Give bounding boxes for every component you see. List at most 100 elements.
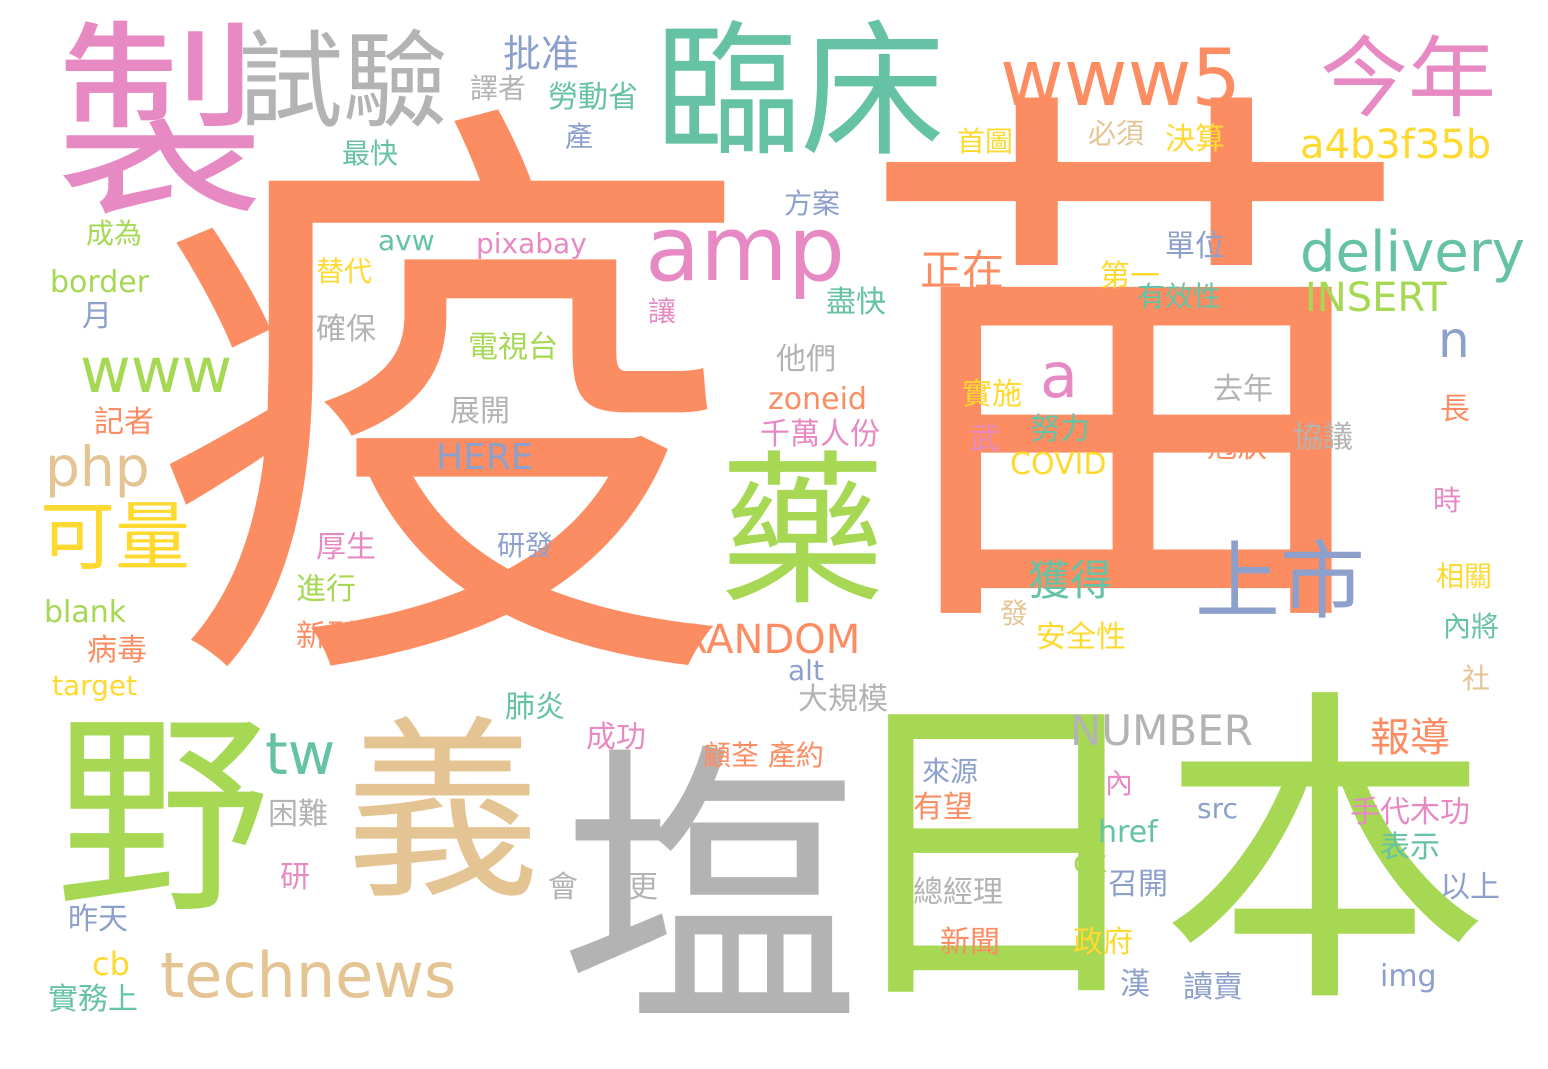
word-houdou: 報導 (1370, 718, 1450, 758)
word-hissu: 必須 (1088, 120, 1144, 148)
word-doryoku: 努力 (1030, 415, 1090, 445)
word-target: target (52, 672, 137, 700)
word-avw: avw (378, 227, 435, 255)
word-yaku: 藥 (720, 450, 885, 615)
word-kakutoku: 獲得 (1028, 560, 1112, 602)
word-covid: COVID (1010, 450, 1107, 480)
word-shiken: 試驗 (238, 30, 448, 135)
word-number: NUMBER (1070, 710, 1253, 752)
word-cb: cb (92, 948, 130, 980)
word-a: a (1040, 345, 1078, 407)
word-jou: 讓 (648, 298, 676, 326)
word-ken: 研 (280, 863, 310, 893)
word-yomiuri: 讀賣 (1183, 973, 1243, 1003)
word-byoudoku: 病毒 (87, 636, 147, 666)
word-seizai: 正在 (920, 250, 1004, 292)
word-bu: 武 (970, 425, 1000, 455)
word-chou: 長 (1440, 395, 1470, 425)
word-kan: 漢 (1120, 970, 1150, 1000)
word-ck: ck (1073, 848, 1107, 878)
word-tenkai: 展開 (450, 397, 510, 427)
word-kyonen: 去年 (1213, 375, 1273, 405)
word-saisoku: 最快 (342, 140, 398, 168)
word-jinsoku: 盡快 (826, 288, 886, 318)
word-href: href (1098, 818, 1158, 848)
word-delivery: delivery (1300, 225, 1525, 281)
word-toki: 時 (1433, 487, 1461, 515)
word-kenkyuuhatsu: 研發 (497, 532, 553, 560)
word-shinbun: 新聞 (940, 928, 1000, 958)
word-php: php (45, 440, 150, 495)
word-jitsumujou: 實務上 (48, 985, 138, 1015)
word-seikou: 成功 (586, 723, 646, 753)
word-shoukai: 召開 (1108, 870, 1168, 900)
word-alt: alt (788, 657, 824, 685)
word-yakusha: 譯者 (470, 75, 526, 103)
word-tw: tw (265, 725, 335, 783)
word-konnan: 困難 (268, 800, 328, 830)
word-anzensei: 安全性 (1036, 623, 1126, 653)
word-jisshi: 實施 (962, 380, 1022, 410)
word-kyougi: 協議 (1293, 423, 1353, 453)
word-src: src (1197, 795, 1238, 823)
word-haien: 肺炎 (505, 693, 565, 723)
word-gi: 義 (345, 715, 540, 910)
word-sara: 更 (628, 873, 658, 903)
word-daitai: 替代 (316, 258, 372, 286)
word-a4b3f35b: a4b3f35b (1300, 125, 1491, 165)
word-raigen: 來源 (922, 758, 978, 786)
word-naishou: 內將 (1443, 613, 1499, 641)
word-kisha: 記者 (94, 408, 154, 438)
word-roudoushou: 勞動省 (548, 83, 638, 113)
word-img: img (1380, 962, 1437, 992)
word-www5: www5 (1000, 40, 1241, 118)
word-blank: blank (44, 598, 126, 628)
word-kousei: 厚生 (316, 533, 376, 563)
word-daikibo: 大規模 (798, 685, 888, 715)
word-border: border (50, 268, 149, 298)
word-nai: 內 (1105, 770, 1133, 798)
word-insert: INSERT (1305, 278, 1447, 318)
word-random: RANDOM (680, 620, 860, 660)
word-zoneid: zoneid (768, 385, 867, 415)
word-yuukousei: 有效性 (1137, 283, 1221, 311)
word-karera: 他們 (776, 345, 836, 375)
word-shinkou: 進行 (296, 575, 356, 605)
word-seifu: 政府 (1073, 928, 1133, 958)
word-kakuho: 確保 (316, 315, 376, 345)
word-soukan: 相關 (1436, 563, 1492, 591)
word-www: www (80, 340, 232, 402)
word-karyou: 可量 (40, 500, 190, 575)
word-kai: 會 (548, 873, 578, 903)
word-n: n (1438, 315, 1470, 365)
word-kosan: 顧荃 產約 (703, 742, 824, 770)
word-senmanninbun: 千萬人份 (760, 420, 880, 450)
word-no: 野 (55, 710, 270, 925)
word-teshirogi: 手代木功 (1350, 798, 1470, 828)
word-tsuki: 月 (82, 302, 112, 332)
word-pixabay: pixabay (476, 230, 587, 258)
word-kanjou: 冠狀 (1207, 433, 1267, 463)
word-sei: 製 (55, 20, 265, 230)
word-shio: 塩 (560, 745, 860, 1045)
word-shuzu: 首圖 (957, 128, 1013, 156)
word-sha: 社 (1462, 665, 1490, 693)
word-hatsu: 發 (1000, 600, 1028, 628)
word-kinou: 昨天 (68, 905, 128, 935)
word-shounin: 批准 (503, 35, 579, 73)
word-technews: technews (160, 945, 456, 1007)
word-tani: 單位 (1165, 232, 1225, 262)
word-kessan: 決算 (1165, 125, 1225, 155)
word-denshidai: 電視台 (468, 333, 558, 363)
word-kotoshi: 今年 (1320, 35, 1496, 123)
word-san: 產 (565, 123, 593, 151)
word-ijou: 以上 (1440, 873, 1500, 903)
word-rinsho: 臨床 (655, 20, 945, 165)
word-houan: 方案 (784, 190, 840, 218)
word-here: HERE (436, 440, 534, 476)
word-naru: 成為 (86, 220, 142, 248)
word-joujou: 上市 (1195, 540, 1365, 625)
word-yuubou: 有望 (913, 793, 973, 823)
word-shingata: 新型 (296, 622, 356, 652)
